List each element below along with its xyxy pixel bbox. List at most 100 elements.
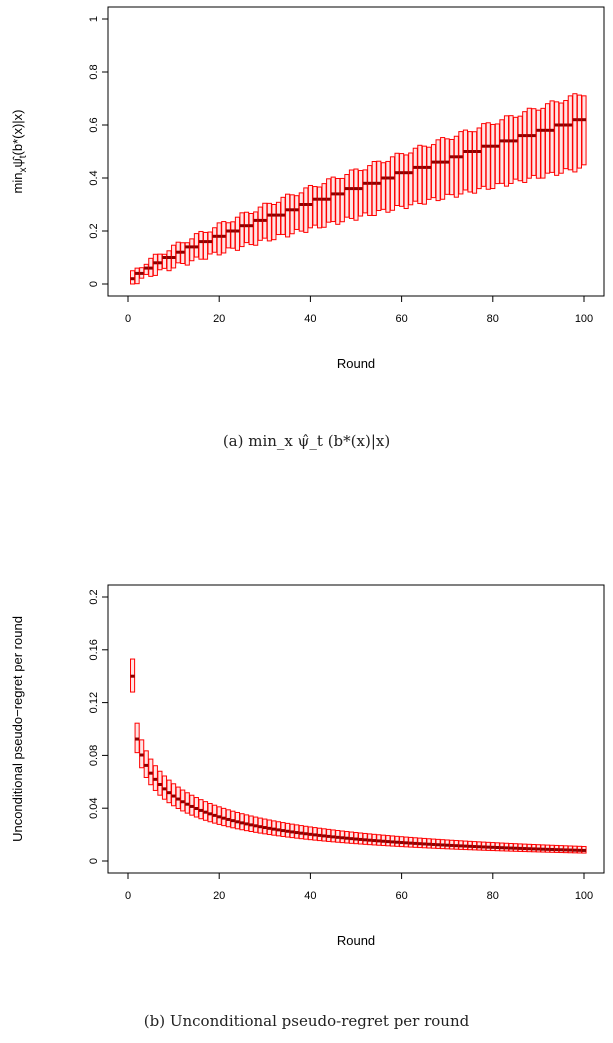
box-round-19 [212,227,218,253]
box-round-83 [503,115,510,187]
box-round-22 [225,222,231,249]
box-round-77 [476,127,482,190]
y-tick-label: 0.6 [88,117,100,132]
box-round-93 [549,100,555,173]
box-round-50 [353,168,359,221]
y-tick-label: 0.16 [88,639,100,660]
box-round-81 [494,123,500,185]
box-round-94 [554,101,560,176]
x-tick-label: 80 [487,890,499,902]
box-round-64 [417,144,423,205]
x-tick-label: 20 [213,313,225,325]
box-round-38 [298,192,304,232]
box-round-87 [522,111,528,183]
box-round-76 [472,131,478,194]
box-round-68 [435,139,441,202]
caption-b: (b) Unconditional pseudo-regret per roun… [0,1012,613,1030]
box-round-28 [253,211,259,246]
box-round-17 [202,231,209,260]
box-round-100 [581,95,587,166]
box-round-63 [412,147,418,202]
box-round-31 [266,202,272,242]
box-round-37 [294,195,300,230]
box-round-61 [403,154,409,210]
box-round-42 [316,186,323,229]
x-tick-label: 60 [395,313,407,325]
plot-frame [107,584,605,874]
box-round-45 [330,176,336,223]
box-round-27 [248,212,254,246]
box-round-82 [499,119,505,184]
y-tick-label: 0 [88,858,100,864]
box-round-23 [230,221,236,249]
x-tick-label: 40 [304,890,316,902]
box-round-91 [540,107,546,179]
box-round-32 [271,203,277,241]
box-round-70 [444,138,450,195]
box-round-52 [362,169,368,214]
y-tick-label: 0.4 [88,170,100,185]
box-round-54 [371,160,377,217]
chart-b: 0 20 40 60 80 100 0 0.04 0.08 0.12 0.16 0.2 Round Unc… [10,584,605,948]
box-round-98 [572,93,578,173]
box-round-20 [216,222,222,256]
box-round-89 [531,108,537,176]
figure-a: 0 20 40 60 80 100 0 0.2 0.4 0.6 0.8 1 Round minxψ̂t(b… [0,0,613,470]
box-round-43 [321,183,327,228]
y-tick-label: 1 [88,16,100,22]
x-tick-label: 40 [304,313,316,325]
y-tick-label: 0.12 [88,692,100,713]
box-round-95 [558,102,564,174]
box-round-79 [485,122,491,190]
y-tick-label: 0.2 [88,589,100,604]
box-round-88 [526,107,532,179]
box-round-39 [303,187,309,233]
box-round-78 [481,123,487,187]
x-axis-label: Round [337,933,375,948]
box-round-65 [421,145,427,205]
box-round-6 [152,253,158,276]
plot-frame [107,6,605,297]
box-round-90 [535,109,541,179]
box-round-55 [376,160,382,212]
box-round-36 [289,194,295,235]
box-round-75 [467,131,473,193]
y-axis-label: minxψ̂t(b*(x)|x) [10,110,29,194]
box-round-2 [134,267,140,285]
caption-a: (a) min_x ψ̂_t (b*(x)|x) [0,432,613,450]
chart-a: 0 20 40 60 80 100 0 0.2 0.4 0.6 0.8 1 Round minxψ̂t(b… [10,6,605,371]
y-tick-label: 0.8 [88,64,100,79]
box-round-41 [312,186,318,226]
box-round-16 [198,230,204,260]
box-round-96 [563,100,569,170]
box-round-62 [408,152,414,206]
y-axis-label: Unconditional pseudo−regret per round [10,616,25,842]
box-round-84 [508,115,514,184]
box-round-14 [189,238,195,262]
box-round-67 [430,144,437,199]
box-round-60 [399,153,405,207]
box-round-85 [513,116,519,180]
box-round-35 [285,193,291,238]
box-round-73 [458,131,464,195]
box-round-97 [567,95,573,171]
y-tick-label: 0.04 [88,797,100,818]
box-round-46 [335,177,341,225]
x-tick-label: 0 [125,313,131,325]
box-round-29 [257,206,263,241]
box-round-40 [307,184,313,229]
box-round-33 [275,201,282,236]
box-round-57 [385,160,391,213]
box-round-66 [426,146,432,200]
x-tick-label: 100 [575,890,593,902]
box-round-51 [358,170,364,217]
figure-b: 0 20 40 60 80 100 0 0.04 0.08 0.12 0.16 0.2 Round Unc… [0,560,613,1043]
box-round-56 [380,162,386,210]
box-round-69 [440,137,446,200]
box-round-48 [344,174,350,218]
caption-b-text: (b) Unconditional pseudo-regret per roun… [143,1012,470,1030]
box-round-74 [462,129,468,191]
box-round-25 [239,212,245,248]
y-tick-label: 0.2 [88,223,100,238]
box-round-58 [389,156,396,211]
